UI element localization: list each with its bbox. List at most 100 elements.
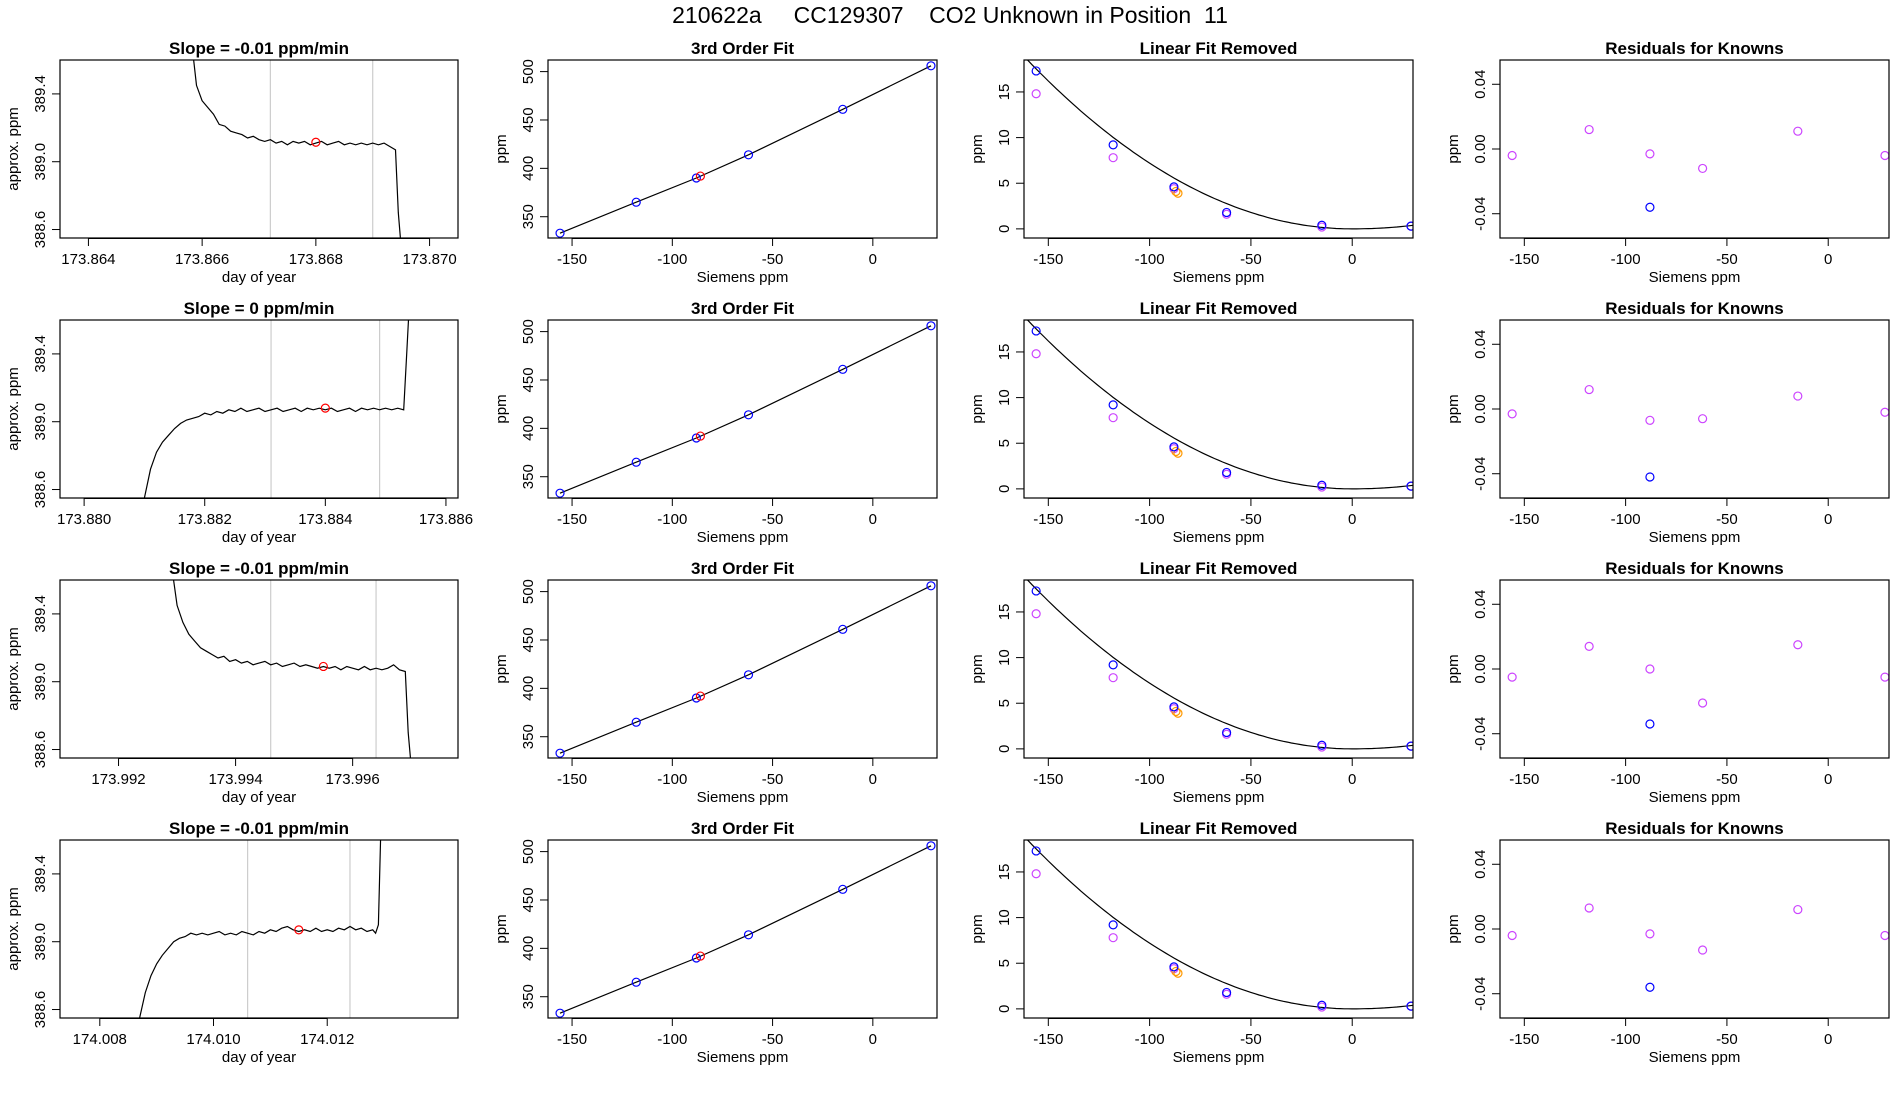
reference-point [1222,469,1232,479]
x-tick-label: -100 [1135,1031,1165,1048]
y-tick-label: 15 [996,344,1013,361]
reference-point [1031,609,1041,619]
panel-frame [547,579,938,759]
panel-frame [1023,319,1414,499]
x-tick-label: -100 [1611,771,1641,788]
residual-point [1793,640,1803,650]
x-tick-label: -50 [1716,511,1738,528]
standard-point [1169,182,1179,192]
target-point [1171,966,1181,977]
y-tick-label: 350 [520,204,537,229]
y-tick-label: 400 [520,676,537,701]
residual-point [1645,664,1655,674]
y-tick-label: 10 [996,129,1013,146]
y-tick-label: 500 [520,839,537,864]
y-axis-label: approx. ppm [5,367,22,450]
panel-2-1: Slope = 0 ppm/min 173.880 173.882 173.884 17… [5,299,473,546]
x-tick-label: -150 [557,511,587,528]
standard-point [555,488,565,498]
panel-title: Slope = -0.01 ppm/min [169,819,349,838]
panel-frame [1499,59,1890,239]
panel-frame [59,579,459,759]
mean-point [318,661,328,672]
residual-point [1584,641,1594,651]
x-tick-label: -100 [657,511,687,528]
standard-point [926,61,936,71]
panel-title: 3rd Order Fit [691,299,794,318]
y-tick-label: 0.00 [1472,654,1489,683]
panel-1-2: 3rd Order Fit -150 -100 -50 0 Siemens ppm 350 4… [493,39,938,286]
x-tick-label: -50 [762,1031,784,1048]
standard-point [1406,741,1413,751]
unknown-point [695,431,705,441]
standard-point [1222,987,1232,998]
standard-point [555,748,565,758]
panel-title: 3rd Order Fit [691,559,794,578]
panel-frame [547,59,938,239]
x-tick-label: 173.870 [402,251,456,268]
y-tick-label: 15 [996,604,1013,621]
plot-area [1507,903,1889,992]
panel-3-4: Residuals for Knowns -150 -100 -50 0 Siemens … [1445,559,1890,806]
mean-point [294,925,304,935]
y-tick-label: -0.04 [1472,717,1489,751]
standard-point [926,841,936,851]
standard-residual-point [1645,472,1655,482]
x-axis-label: Siemens ppm [1173,269,1265,286]
y-tick-label: 0.00 [1472,394,1489,423]
panel-title: Residuals for Knowns [1605,819,1784,838]
residual-point [1645,415,1655,425]
y-tick-label: 0 [996,485,1013,493]
fit-curve [559,65,932,234]
y-axis-label: ppm [493,134,510,163]
y-tick-label: 388.6 [32,211,49,249]
reference-point [1108,413,1118,423]
reference-point [1108,933,1118,943]
y-tick-label: 389.4 [32,75,49,113]
plot-area [555,61,936,238]
plot-area [172,580,412,758]
y-tick-label: 389.4 [32,595,49,633]
y-tick-label: 0.00 [1472,134,1489,163]
x-tick-label: -50 [1240,251,1262,268]
x-tick-label: -50 [762,251,784,268]
plot-area [139,840,382,1018]
panel-2-4: Residuals for Knowns -150 -100 -50 0 Siemens … [1445,299,1890,546]
x-tick-label: -50 [762,771,784,788]
panel-4-1: Slope = -0.01 ppm/min 174.008 174.010 174.0… [5,819,459,1066]
y-axis-label: ppm [969,914,986,943]
x-tick-label: 174.010 [186,1031,240,1048]
x-tick-label: 173.994 [208,771,262,788]
panel-title: Linear Fit Removed [1140,559,1298,578]
standard-point [1317,1000,1327,1010]
y-tick-label: 500 [520,59,537,84]
standard-point [555,1008,565,1018]
panel-frame [547,319,938,499]
y-tick-label: 400 [520,416,537,441]
reference-point [1108,153,1118,163]
y-tick-label: 10 [996,909,1013,926]
y-tick-label: 350 [520,724,537,749]
standard-point [743,150,754,160]
y-tick-label: 5 [996,179,1013,187]
target-point [1173,188,1183,198]
y-axis-label: ppm [493,394,510,423]
panel-frame [1499,839,1890,1019]
x-tick-label: 0 [1824,511,1832,528]
panel-title: Residuals for Knowns [1605,559,1784,578]
x-axis-label: day of year [222,1049,296,1066]
plot-area [1026,320,1413,492]
panel-3-3: Linear Fit Removed -150 -100 -50 0 Siemens pp… [969,559,1414,806]
panel-title: 3rd Order Fit [691,39,794,58]
residual-point [1793,126,1803,136]
standard-point [1406,221,1413,231]
target-point [1171,446,1181,457]
standard-point [1031,586,1041,596]
panel-title: Linear Fit Removed [1140,39,1298,58]
residual-curve [1026,840,1413,1010]
standard-point [1031,66,1041,76]
residual-point [1880,407,1889,417]
x-tick-label: -50 [1716,1031,1738,1048]
standard-point [1317,740,1327,750]
x-tick-label: 0 [1348,511,1356,528]
